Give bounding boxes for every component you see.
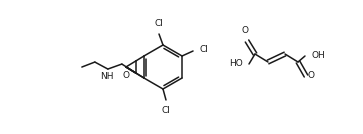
Text: NH: NH xyxy=(100,72,114,81)
Text: O: O xyxy=(122,71,130,80)
Text: OH: OH xyxy=(312,51,326,60)
Text: Cl: Cl xyxy=(199,46,208,55)
Text: O: O xyxy=(308,71,315,80)
Text: O: O xyxy=(241,26,249,35)
Text: Cl: Cl xyxy=(155,19,163,28)
Text: Cl: Cl xyxy=(162,106,171,115)
Text: HO: HO xyxy=(229,59,243,68)
